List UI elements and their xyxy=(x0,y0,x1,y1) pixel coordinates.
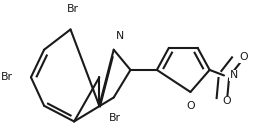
Text: Br: Br xyxy=(109,113,121,123)
Text: O: O xyxy=(223,96,231,106)
Text: O: O xyxy=(240,52,248,62)
Text: N: N xyxy=(230,70,238,80)
Text: Br: Br xyxy=(67,4,79,14)
Text: Br: Br xyxy=(1,72,13,82)
Text: N: N xyxy=(116,31,124,41)
Text: O: O xyxy=(186,101,195,111)
